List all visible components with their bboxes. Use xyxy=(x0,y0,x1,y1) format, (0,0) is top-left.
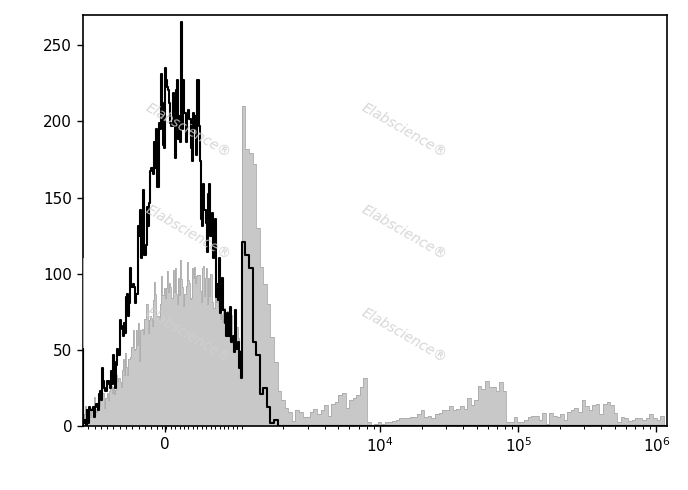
Text: Elabscience®: Elabscience® xyxy=(359,306,449,366)
Text: Elabscience®: Elabscience® xyxy=(143,203,233,263)
Text: Elabscience®: Elabscience® xyxy=(359,203,449,263)
Text: Elabscience®: Elabscience® xyxy=(143,100,233,160)
Polygon shape xyxy=(83,106,667,426)
Text: Elabscience®: Elabscience® xyxy=(359,100,449,160)
Text: Elabscience®: Elabscience® xyxy=(143,306,233,366)
